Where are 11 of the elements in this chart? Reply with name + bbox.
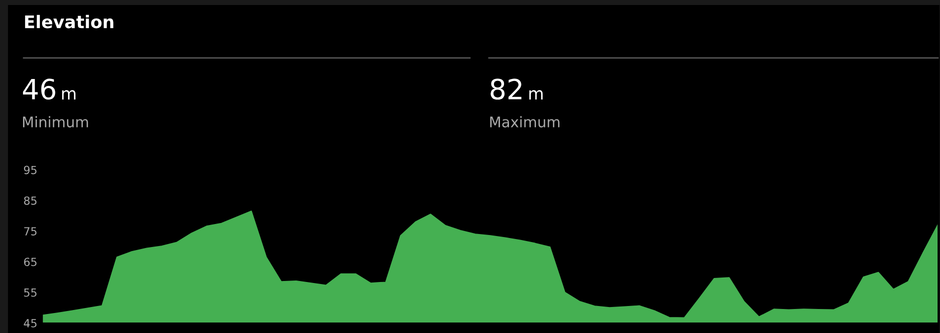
y-tick-label: 95 xyxy=(24,166,36,174)
y-tick-label: 45 xyxy=(24,319,36,328)
text: Maximum xyxy=(490,116,560,128)
y-tick-label: 85 xyxy=(24,196,36,205)
text: 46 m xyxy=(22,78,76,100)
chart-title: Elevation xyxy=(25,14,114,28)
text: Minimum xyxy=(23,116,88,128)
y-tick-label: 55 xyxy=(24,288,36,297)
text: 82 m xyxy=(490,78,543,100)
y-tick-label: 75 xyxy=(24,227,36,236)
y-tick-label: 65 xyxy=(24,258,36,266)
